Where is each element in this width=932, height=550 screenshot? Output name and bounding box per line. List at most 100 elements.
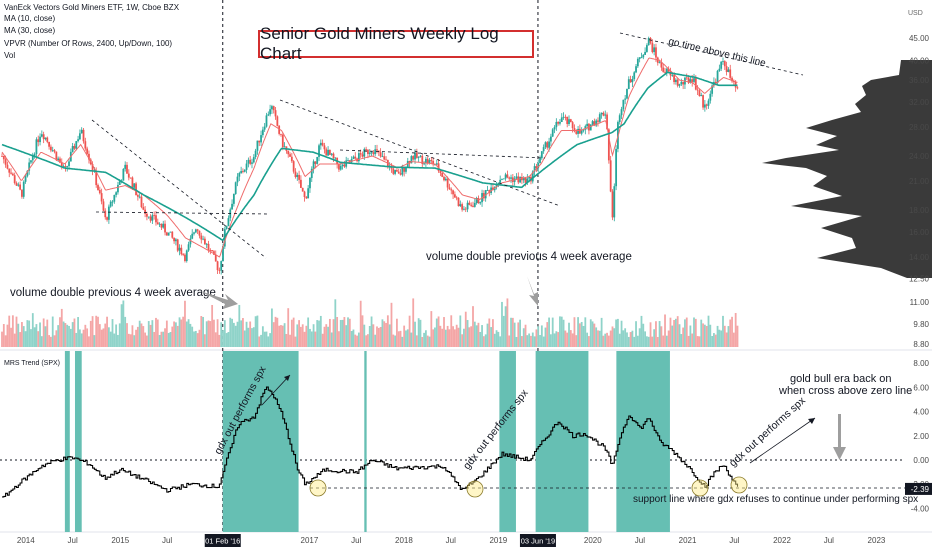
candle-body [709,93,712,101]
volume-bar [481,325,483,347]
volume-bar [598,330,601,347]
volume-bar [6,324,9,347]
candle-body [508,177,511,179]
candle-body [171,231,174,238]
volume-bar [521,336,523,347]
annotations: go time above this line volume double pre… [10,32,918,505]
time-tick-label: 2020 [584,536,602,545]
volume-bar [568,322,570,347]
candle-body [374,149,377,155]
candle-body [33,154,36,156]
candle-body [209,250,212,251]
candle-body [705,104,708,106]
volume-bar [37,331,40,347]
volume-bar [21,322,23,347]
mrs-legend[interactable]: MRS Trend (SPX) [4,360,61,367]
volume-bar [649,322,652,347]
volume-bar [276,317,279,347]
volume-bar [466,320,469,347]
candle-body [149,216,152,221]
volume-bar [475,325,478,347]
candle-body [135,183,137,196]
volume-bar [352,329,355,347]
candle-body [665,68,668,73]
volume-bar [540,325,543,347]
candle-body [376,149,378,151]
candle-body [682,81,685,85]
volume-bar [31,313,34,347]
volume-bar [51,316,54,347]
candle-body [472,205,474,207]
candle-body [664,71,666,73]
candle-body [707,100,710,106]
volume-bar [78,329,81,347]
volume-bar [240,320,243,347]
candle-body [158,223,161,225]
candle-body [691,79,694,82]
volume-bar [555,331,558,347]
candle-body [732,81,735,83]
candle-body [555,121,558,128]
volume-bar [452,326,454,347]
volume-bar [511,317,514,347]
candle-body [309,177,311,189]
volume-bar [296,324,299,347]
volume-bar [347,317,349,347]
volume-bar [107,327,110,347]
volume-bar [251,328,253,347]
ma10-legend[interactable]: MA (10, close) [4,14,56,23]
volume-bar [618,333,621,347]
candle-body [685,77,688,79]
candle-body [370,152,373,154]
candle-body [169,231,172,233]
volume-bar [414,321,416,347]
volume-bar [736,325,739,347]
volume-bar [4,335,7,347]
candle-body [111,201,114,203]
candle-body [263,126,266,130]
volume-bar [696,336,699,347]
volume-bar [234,325,237,347]
candle-body [13,175,16,184]
volume-bar [731,316,733,347]
volume-bar [247,327,250,347]
volume-bar [468,327,471,347]
candle-body [607,129,610,161]
volume-bar [528,333,531,347]
vpvr-legend[interactable]: VPVR (Number Of Rows, 2400, Up/Down, 100… [4,39,173,48]
candle-body [115,192,118,195]
volume-bar [671,325,674,347]
volume-bar [113,333,116,347]
candle-body [475,197,478,203]
candle-body [109,201,112,207]
volume-bar [658,321,661,347]
candle-body [615,148,618,187]
price-tick-label: 14.00 [909,253,930,262]
candle-body [452,190,454,195]
candle-body [455,197,458,199]
volume-bar [345,325,348,347]
vol-legend[interactable]: Vol [4,51,16,60]
volume-bar [8,315,11,347]
volume-bar [98,324,101,347]
candle-body [553,127,556,130]
volume-bar [606,332,608,347]
volume-bar [133,335,136,347]
candle-body [386,160,389,168]
candle-body [417,156,420,158]
ma30-legend[interactable]: MA (30, close) [4,26,56,35]
volume-bar [617,318,619,347]
volume-bar [88,336,90,347]
volume-bar [120,304,123,347]
volume-bar [615,319,618,347]
candle-body [540,151,543,159]
mrs-shaded-period [222,351,299,532]
volume-bar [428,336,431,347]
volume-bar [227,331,230,347]
volume-bar [100,329,103,347]
volume-bar [448,329,451,347]
volume-bar [86,328,89,347]
candle-body [383,156,386,160]
volume-bar [17,323,20,347]
candle-body [633,72,636,80]
